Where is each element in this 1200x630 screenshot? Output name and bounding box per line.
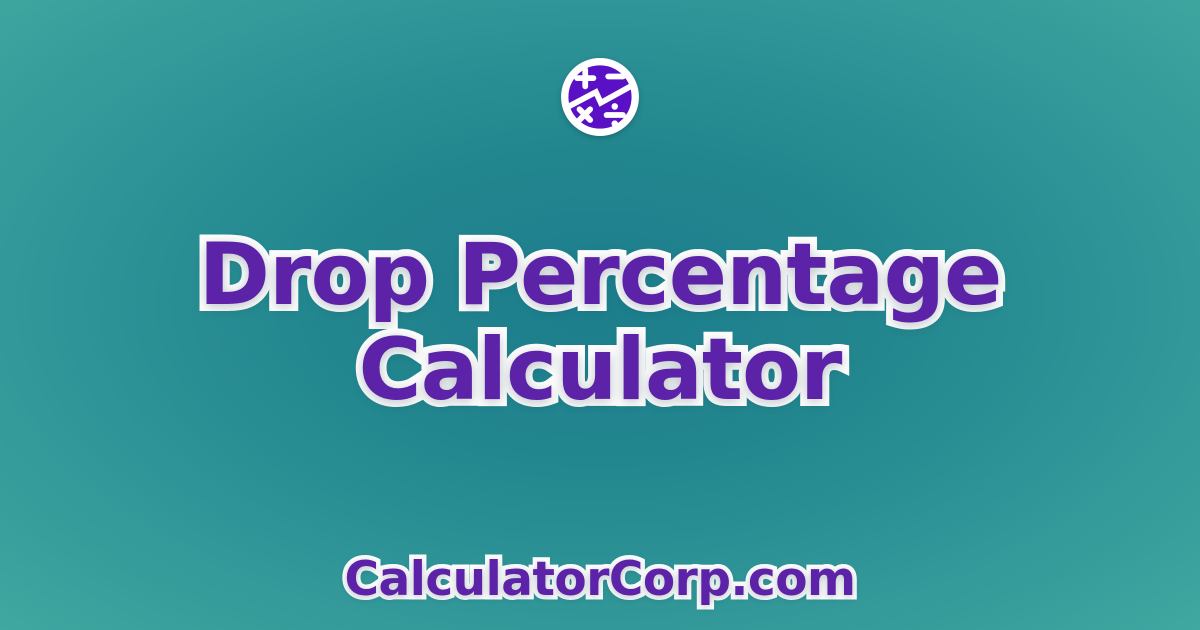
title-line-1: Drop Percentage	[192, 221, 1010, 330]
multiply-symbol	[576, 106, 594, 123]
divide-symbol	[603, 103, 626, 127]
title-line-2: Calculator	[352, 316, 850, 425]
math-operations-icon	[561, 58, 639, 136]
zigzag-trend-line	[565, 82, 636, 111]
page-title: Drop Percentage Calculator	[0, 221, 1200, 425]
site-name: CalculatorCorp.com	[340, 548, 860, 612]
plus-symbol	[574, 67, 597, 90]
